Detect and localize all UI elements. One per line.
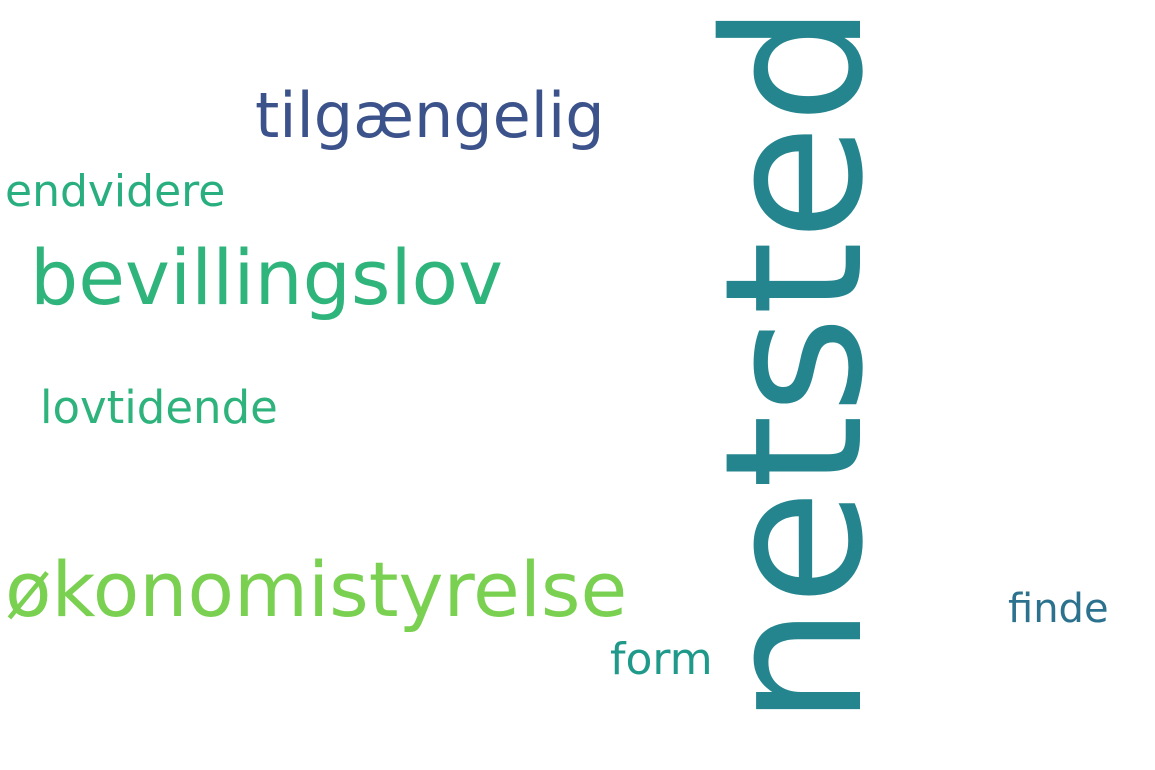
word-netsted: netsted	[684, 3, 905, 727]
word-endvidere: endvidere	[5, 166, 226, 217]
word-finde: finde	[1008, 586, 1109, 632]
word-tilgaengelig: tilgængelig	[255, 79, 605, 152]
word-okonomistyrelse: økonomistyrelse	[5, 545, 628, 634]
word-form: form	[610, 634, 713, 685]
word-lovtidende: lovtidende	[40, 381, 278, 434]
word-bevillingslov: bevillingslov	[30, 233, 504, 322]
